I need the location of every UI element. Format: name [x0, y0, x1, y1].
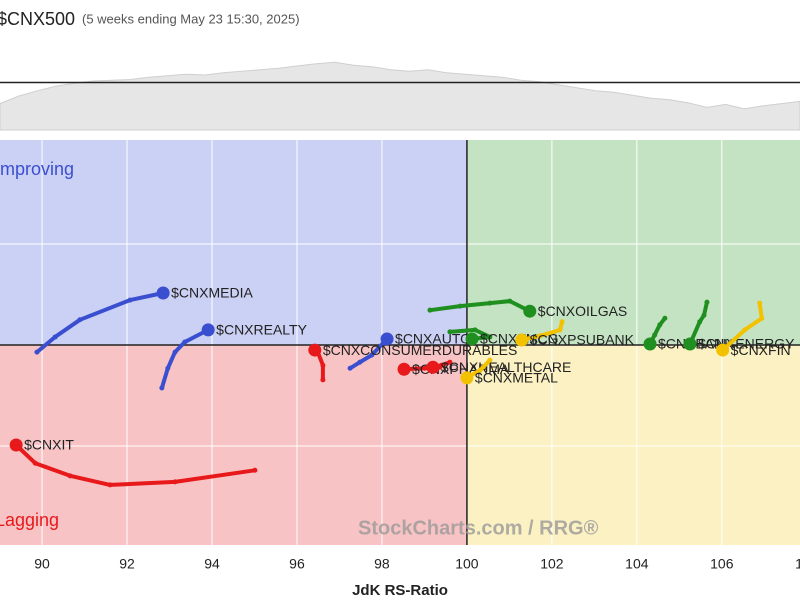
head-point	[397, 362, 411, 376]
quadrant-leading	[466, 140, 800, 346]
watermark: StockCharts.com / RRG®	[358, 517, 599, 539]
x-tick-label: 92	[119, 556, 135, 572]
tail-point	[107, 482, 113, 488]
tail-point	[127, 297, 133, 303]
tail-point	[487, 357, 493, 363]
head-point	[380, 332, 394, 346]
x-tick-label: 104	[625, 556, 649, 572]
tail-point	[77, 317, 83, 323]
tail-point	[652, 332, 658, 338]
tail-point	[537, 333, 543, 339]
quadrant-lagging	[0, 345, 467, 545]
chart-title: $CNX500	[0, 9, 75, 29]
tail-point	[172, 349, 178, 355]
series-label: $CNXAUTO	[395, 331, 471, 347]
tail-point	[472, 327, 478, 333]
tail-point	[320, 377, 326, 383]
tail-point	[438, 362, 444, 368]
tail-point	[487, 300, 493, 306]
tail-point	[32, 460, 38, 466]
tail	[688, 300, 709, 346]
tail-point	[657, 322, 663, 328]
tail-point	[369, 352, 375, 358]
benchmark-area	[0, 61, 800, 131]
x-tick-label: 102	[540, 556, 564, 572]
series-label: $CNXIT	[24, 437, 74, 453]
head-point	[683, 337, 697, 351]
head-point	[716, 343, 730, 357]
x-tick-label: 100	[455, 556, 479, 572]
tail-point	[347, 365, 353, 371]
tail-point	[742, 327, 748, 333]
series-label: $CNXMETAL	[475, 370, 558, 386]
head-point	[201, 323, 215, 337]
tail-point	[457, 303, 463, 309]
head-point	[9, 438, 23, 452]
x-tick-label: 90	[34, 556, 50, 572]
tail-point	[34, 349, 40, 355]
series-label: $CNXREALTY	[216, 322, 307, 338]
tail-point	[697, 319, 703, 325]
tail	[720, 301, 764, 353]
tail-point	[422, 365, 428, 371]
tail-point	[704, 299, 710, 305]
tail-point	[447, 359, 453, 365]
head-point	[426, 360, 440, 374]
series-label: $CNXPSUBANK	[530, 332, 635, 348]
x-tick-label: 96	[289, 556, 305, 572]
tail	[14, 443, 257, 487]
series-label: $CNXMEDIA	[171, 285, 253, 301]
quadrant-weakening	[466, 345, 800, 545]
series-label: $CNXOILGAS	[538, 303, 627, 319]
head-point	[515, 333, 529, 347]
tail-point	[252, 467, 258, 473]
tail-point	[165, 365, 171, 371]
tail-point	[507, 298, 513, 304]
series-label: $CNXCONSUMERDURABLES	[323, 342, 517, 358]
tail-point	[172, 479, 178, 485]
tail	[519, 319, 565, 342]
head-point	[643, 337, 657, 351]
tail-point	[67, 473, 73, 479]
x-tick-label: 106	[710, 556, 734, 572]
tail-point	[427, 307, 433, 313]
quadrant-label: Lagging	[0, 510, 59, 530]
tail-point	[52, 334, 58, 340]
tail-point	[557, 327, 563, 333]
quadrant-improving	[0, 140, 467, 346]
head-point	[308, 343, 322, 357]
tail	[447, 327, 492, 341]
tail-point	[320, 362, 326, 368]
tail-point	[759, 315, 765, 321]
tail-point	[182, 339, 188, 345]
tail-point	[559, 319, 565, 325]
x-tick-label: 94	[204, 556, 220, 572]
series-label: $CNXHEALTHCARE	[441, 359, 571, 375]
tail-point	[357, 359, 363, 365]
series-label: $CNXFIN	[731, 342, 791, 358]
tail-point	[159, 385, 165, 391]
tail-point	[701, 312, 707, 318]
head-point	[156, 286, 170, 300]
tail-point	[757, 300, 763, 306]
tail	[348, 337, 389, 371]
tail-point	[487, 334, 493, 340]
quadrant-label: Improving	[0, 159, 74, 179]
tail-point	[477, 367, 483, 373]
tail-point	[662, 315, 668, 321]
tail-point	[447, 329, 453, 335]
head-point	[460, 371, 474, 385]
x-tick-label: 108	[795, 556, 800, 572]
x-axis-label: JdK RS-Ratio	[352, 582, 448, 599]
head-point	[523, 304, 537, 318]
chart-subtitle: (5 weeks ending May 23 15:30, 2025)	[82, 11, 300, 26]
head-point	[465, 332, 479, 346]
x-tick-label: 98	[374, 556, 390, 572]
